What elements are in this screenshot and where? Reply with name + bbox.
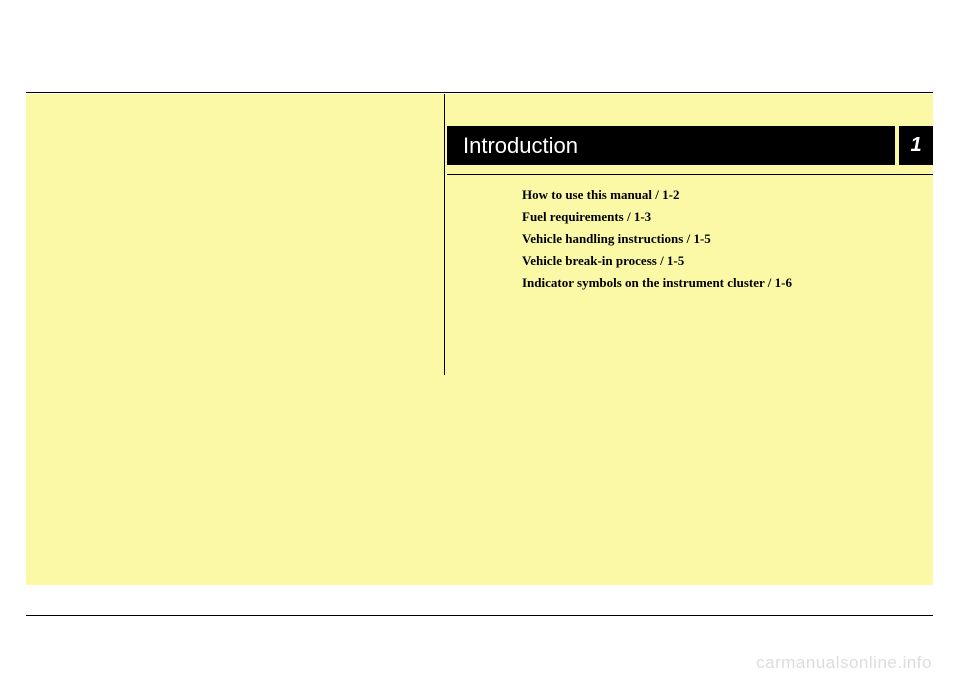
chapter-number-box: 1 <box>895 126 933 165</box>
chapter-title: Introduction <box>447 133 895 159</box>
chapter-number: 1 <box>910 134 921 157</box>
vertical-divider <box>444 94 445 375</box>
toc-entry: Vehicle handling instructions / 1-5 <box>522 228 922 250</box>
bottom-horizontal-rule <box>26 615 933 616</box>
watermark-text: carmanualsonline.info <box>756 653 932 673</box>
toc-top-divider <box>447 174 933 175</box>
toc-entry: Indicator symbols on the instrument clus… <box>522 272 922 294</box>
toc-entry: Vehicle break-in process / 1-5 <box>522 250 922 272</box>
chapter-header-bar: Introduction 1 <box>447 126 933 165</box>
table-of-contents: How to use this manual / 1-2 Fuel requir… <box>522 184 922 294</box>
top-horizontal-rule <box>26 92 933 93</box>
toc-entry: How to use this manual / 1-2 <box>522 184 922 206</box>
toc-entry: Fuel requirements / 1-3 <box>522 206 922 228</box>
content-panel <box>26 94 933 585</box>
